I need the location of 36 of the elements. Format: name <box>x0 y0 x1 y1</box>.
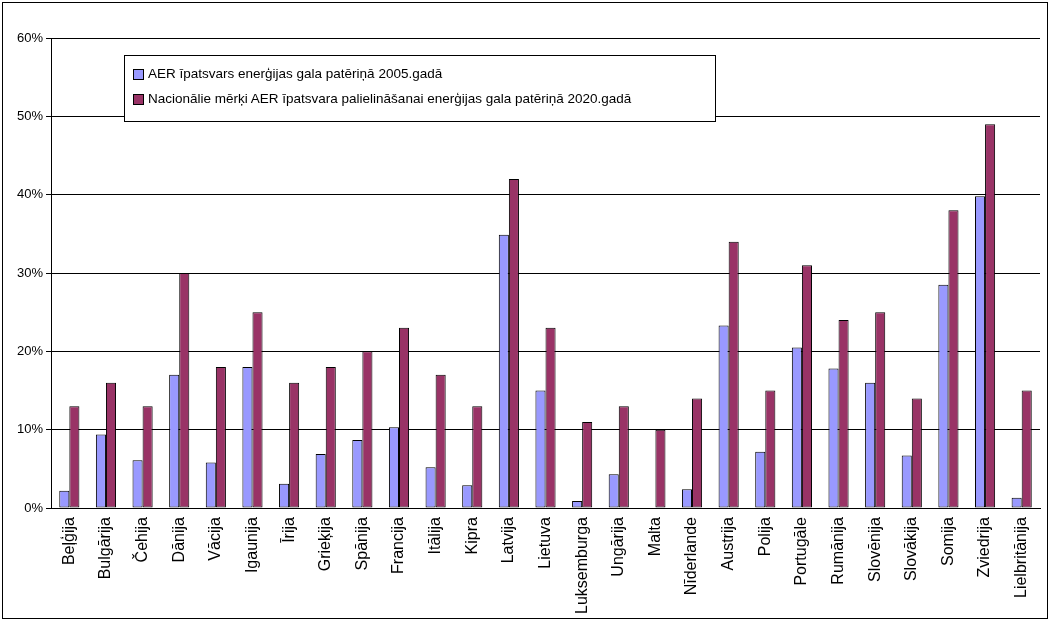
x-tick-label: Zviedrija <box>975 516 993 578</box>
x-tick-label: Ungārija <box>609 516 627 577</box>
x-tick-label: Čehija <box>132 516 150 563</box>
x-tick-label: Beļģija <box>59 516 77 566</box>
x-tick-label: Kipra <box>462 516 480 555</box>
x-tick-label: Bulgārija <box>96 516 114 580</box>
y-tick-label: 50% <box>16 107 44 123</box>
x-tick-label: Polija <box>755 516 773 557</box>
y-tick-label: 20% <box>16 342 44 358</box>
y-tick-label: 60% <box>16 29 44 45</box>
x-tick-label: Rumānija <box>828 516 846 585</box>
y-tick-label: 0% <box>24 499 44 515</box>
x-tick-label: Nīderlande <box>682 516 700 596</box>
x-tick-label: Portugāle <box>792 516 810 586</box>
x-tick-label: Slovākija <box>902 516 920 582</box>
x-tick-label: Luksemburga <box>572 516 590 615</box>
y-tick-label: 10% <box>16 421 44 437</box>
x-tick-label: Grieķija <box>316 516 334 572</box>
x-tick-label: Malta <box>645 516 663 557</box>
x-tick-label: Spānija <box>352 516 370 571</box>
x-tick-label: Somija <box>938 516 956 566</box>
x-tick-label: Austrija <box>719 516 737 571</box>
y-tick-label: 40% <box>16 186 44 202</box>
legend-label: Nacionālie mērķi AER īpatsvara palielināšanai enerģijas gala patēriņā 2020.gadā <box>148 90 632 107</box>
x-tick-label: Igaunija <box>242 516 260 574</box>
x-tick-label: Vācija <box>206 516 224 561</box>
x-tick-label: Lietuva <box>535 516 553 569</box>
x-tick-label: Francija <box>389 516 407 574</box>
x-tick-label: Latvija <box>499 516 517 564</box>
y-tick-label: 30% <box>16 264 44 280</box>
x-tick-label: Lielbritānija <box>1012 516 1030 598</box>
x-tick-label: Dānija <box>169 516 187 563</box>
legend-label: AER īpatsvars enerģijas gala patēriņā 2005.gadā <box>148 65 443 82</box>
x-tick-label: Slovēnija <box>865 516 883 582</box>
x-tick-label: Īrija <box>279 516 297 543</box>
x-tick-label: Itālija <box>426 516 444 555</box>
